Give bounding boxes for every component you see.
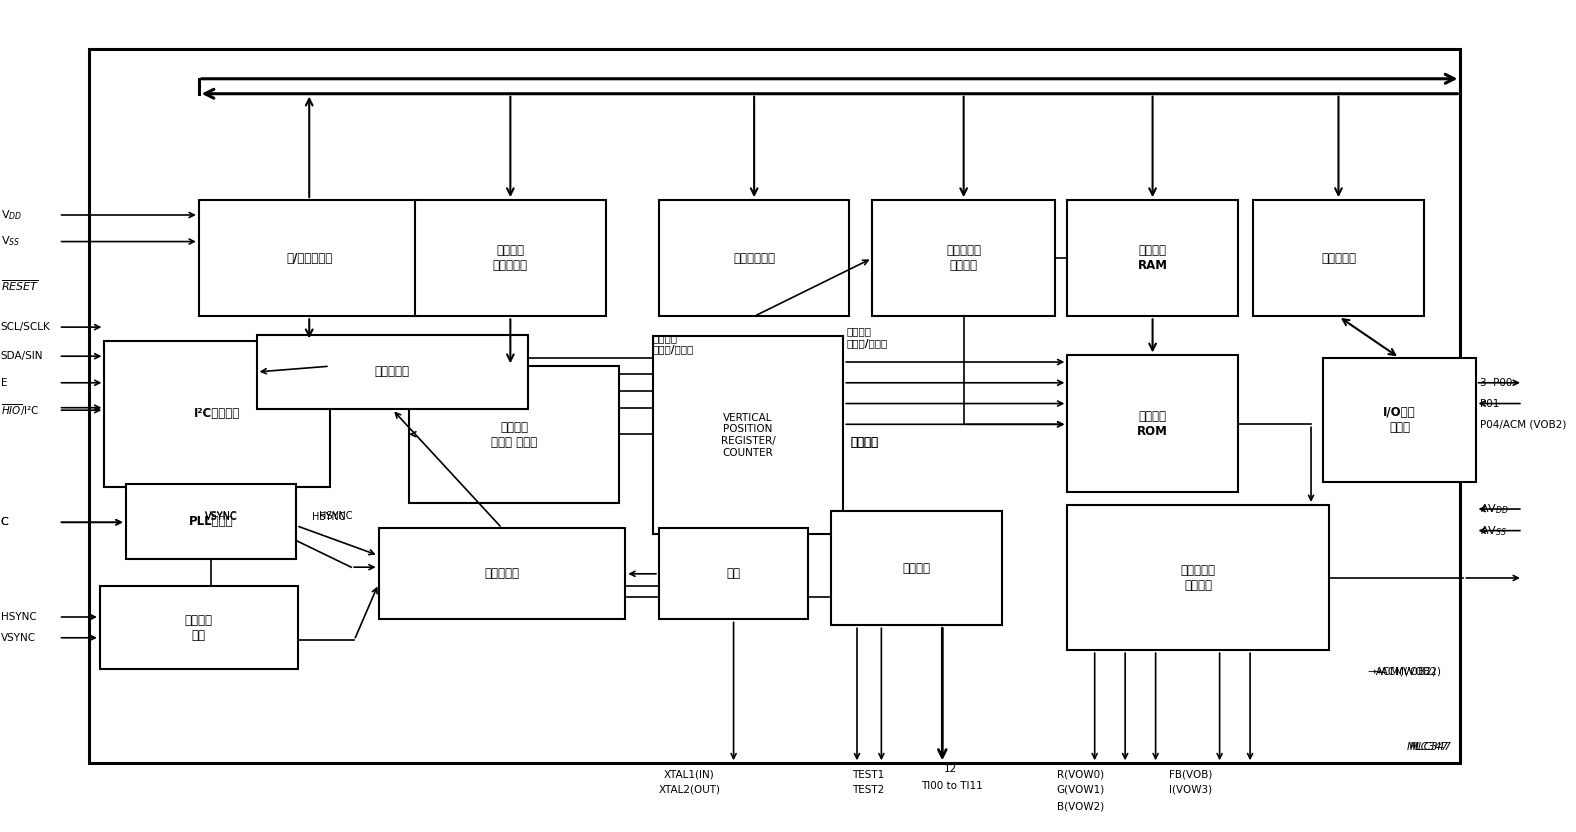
Text: P01: P01 <box>1480 399 1499 409</box>
Bar <box>1324 358 1475 483</box>
Bar <box>652 336 843 534</box>
Text: VSYNC: VSYNC <box>205 513 238 522</box>
Bar <box>199 200 419 316</box>
Text: AV$_{DD}$: AV$_{DD}$ <box>1480 503 1510 516</box>
Text: I(VOW3): I(VOW3) <box>1169 785 1212 795</box>
Text: →ACM(VOB2): →ACM(VOB2) <box>1373 666 1440 676</box>
Text: SCL/SCLK: SCL/SCLK <box>0 322 50 332</box>
Text: C: C <box>0 518 8 527</box>
Bar <box>1067 200 1237 316</box>
Bar <box>257 334 528 409</box>
Text: →ACM(VOB2): →ACM(VOB2) <box>1368 666 1436 676</box>
Bar <box>659 200 849 316</box>
Bar <box>1067 355 1237 493</box>
Text: I²C总线接口: I²C总线接口 <box>194 408 240 420</box>
Text: VSYNC: VSYNC <box>0 633 36 643</box>
Text: VERTICAL
POSITION
REGISTER/
COUNTER: VERTICAL POSITION REGISTER/ COUNTER <box>720 413 775 458</box>
Text: 字符尺寸
寄存器控制: 字符尺寸 寄存器控制 <box>493 244 528 272</box>
Text: VSYNC: VSYNC <box>205 511 238 521</box>
Text: 指令译码器: 指令译码器 <box>375 365 410 379</box>
Text: HSYNC: HSYNC <box>0 612 36 622</box>
Text: 晶振: 晶振 <box>727 567 741 580</box>
Text: V$_{DD}$: V$_{DD}$ <box>0 208 22 222</box>
Text: 同步分离
电路: 同步分离 电路 <box>184 614 213 641</box>
Text: 垂直位置
寄存器/计数器: 垂直位置 寄存器/计数器 <box>652 333 693 354</box>
Text: 控制寄存器: 控制寄存器 <box>1321 252 1355 265</box>
Text: TEST2: TEST2 <box>853 785 884 795</box>
Text: R(VOW0): R(VOW0) <box>1056 770 1103 780</box>
Text: TI00 to TI11: TI00 to TI11 <box>920 780 983 790</box>
Text: SDA/SIN: SDA/SIN <box>0 351 43 361</box>
Text: V$_{SS}$: V$_{SS}$ <box>0 235 20 249</box>
Text: C: C <box>0 518 8 527</box>
Text: XTAL1(IN): XTAL1(IN) <box>663 770 714 780</box>
Bar <box>378 528 626 620</box>
Text: B(VOW2): B(VOW2) <box>1056 801 1103 811</box>
Bar <box>1067 505 1329 651</box>
Bar <box>104 341 329 487</box>
Text: TEST1: TEST1 <box>853 770 884 780</box>
Text: 水平位置
寄存器 计数器: 水平位置 寄存器 计数器 <box>492 421 537 448</box>
Bar <box>414 200 605 316</box>
Text: I/O接口
缓冲器: I/O接口 缓冲器 <box>1384 406 1415 434</box>
Text: 内/外数据切换: 内/外数据切换 <box>287 252 333 265</box>
Text: 12: 12 <box>944 764 957 774</box>
Text: 写地址计数器: 写地址计数器 <box>733 252 775 265</box>
Text: E: E <box>0 378 8 388</box>
Text: 地址缓冲器
选择电路: 地址缓冲器 选择电路 <box>946 244 982 272</box>
Text: 测试电路: 测试电路 <box>903 562 930 575</box>
Text: MLC347: MLC347 <box>1409 742 1451 752</box>
Text: P04/ACM (VOB2): P04/ACM (VOB2) <box>1480 419 1567 429</box>
Bar <box>410 366 619 503</box>
Text: MLC347: MLC347 <box>1406 742 1448 752</box>
Bar <box>872 200 1054 316</box>
Bar <box>1253 200 1423 316</box>
Bar <box>90 49 1461 763</box>
Text: $\overline{HIO}$/I²C: $\overline{HIO}$/I²C <box>0 403 39 418</box>
Text: 字符显示
ROM: 字符显示 ROM <box>1138 410 1168 438</box>
Bar <box>831 511 1002 626</box>
Text: 显示控制和
输出电路: 显示控制和 输出电路 <box>1180 563 1215 592</box>
Text: XTAL2(OUT): XTAL2(OUT) <box>659 785 720 795</box>
Text: AV$_{SS}$: AV$_{SS}$ <box>1480 523 1507 537</box>
Text: 控制信号: 控制信号 <box>851 436 879 449</box>
Text: 3  P00: 3 P00 <box>1480 378 1513 388</box>
Text: G(VOW1): G(VOW1) <box>1056 785 1105 795</box>
Text: 控制信号: 控制信号 <box>851 436 879 449</box>
Text: 垂直位置
寄存器/计数器: 垂直位置 寄存器/计数器 <box>846 326 887 348</box>
Bar <box>99 587 298 669</box>
Text: 显示字符
RAM: 显示字符 RAM <box>1138 244 1168 272</box>
Text: PLL振荡器: PLL振荡器 <box>189 515 233 528</box>
Text: FB(VOB): FB(VOB) <box>1169 770 1212 780</box>
Bar <box>659 528 808 620</box>
Text: $\overline{RESET}$: $\overline{RESET}$ <box>0 278 39 293</box>
Text: 内同步电路: 内同步电路 <box>484 567 520 580</box>
Bar <box>126 484 296 559</box>
Text: HSYNC: HSYNC <box>320 511 353 521</box>
Text: HSYNC: HSYNC <box>312 513 345 522</box>
